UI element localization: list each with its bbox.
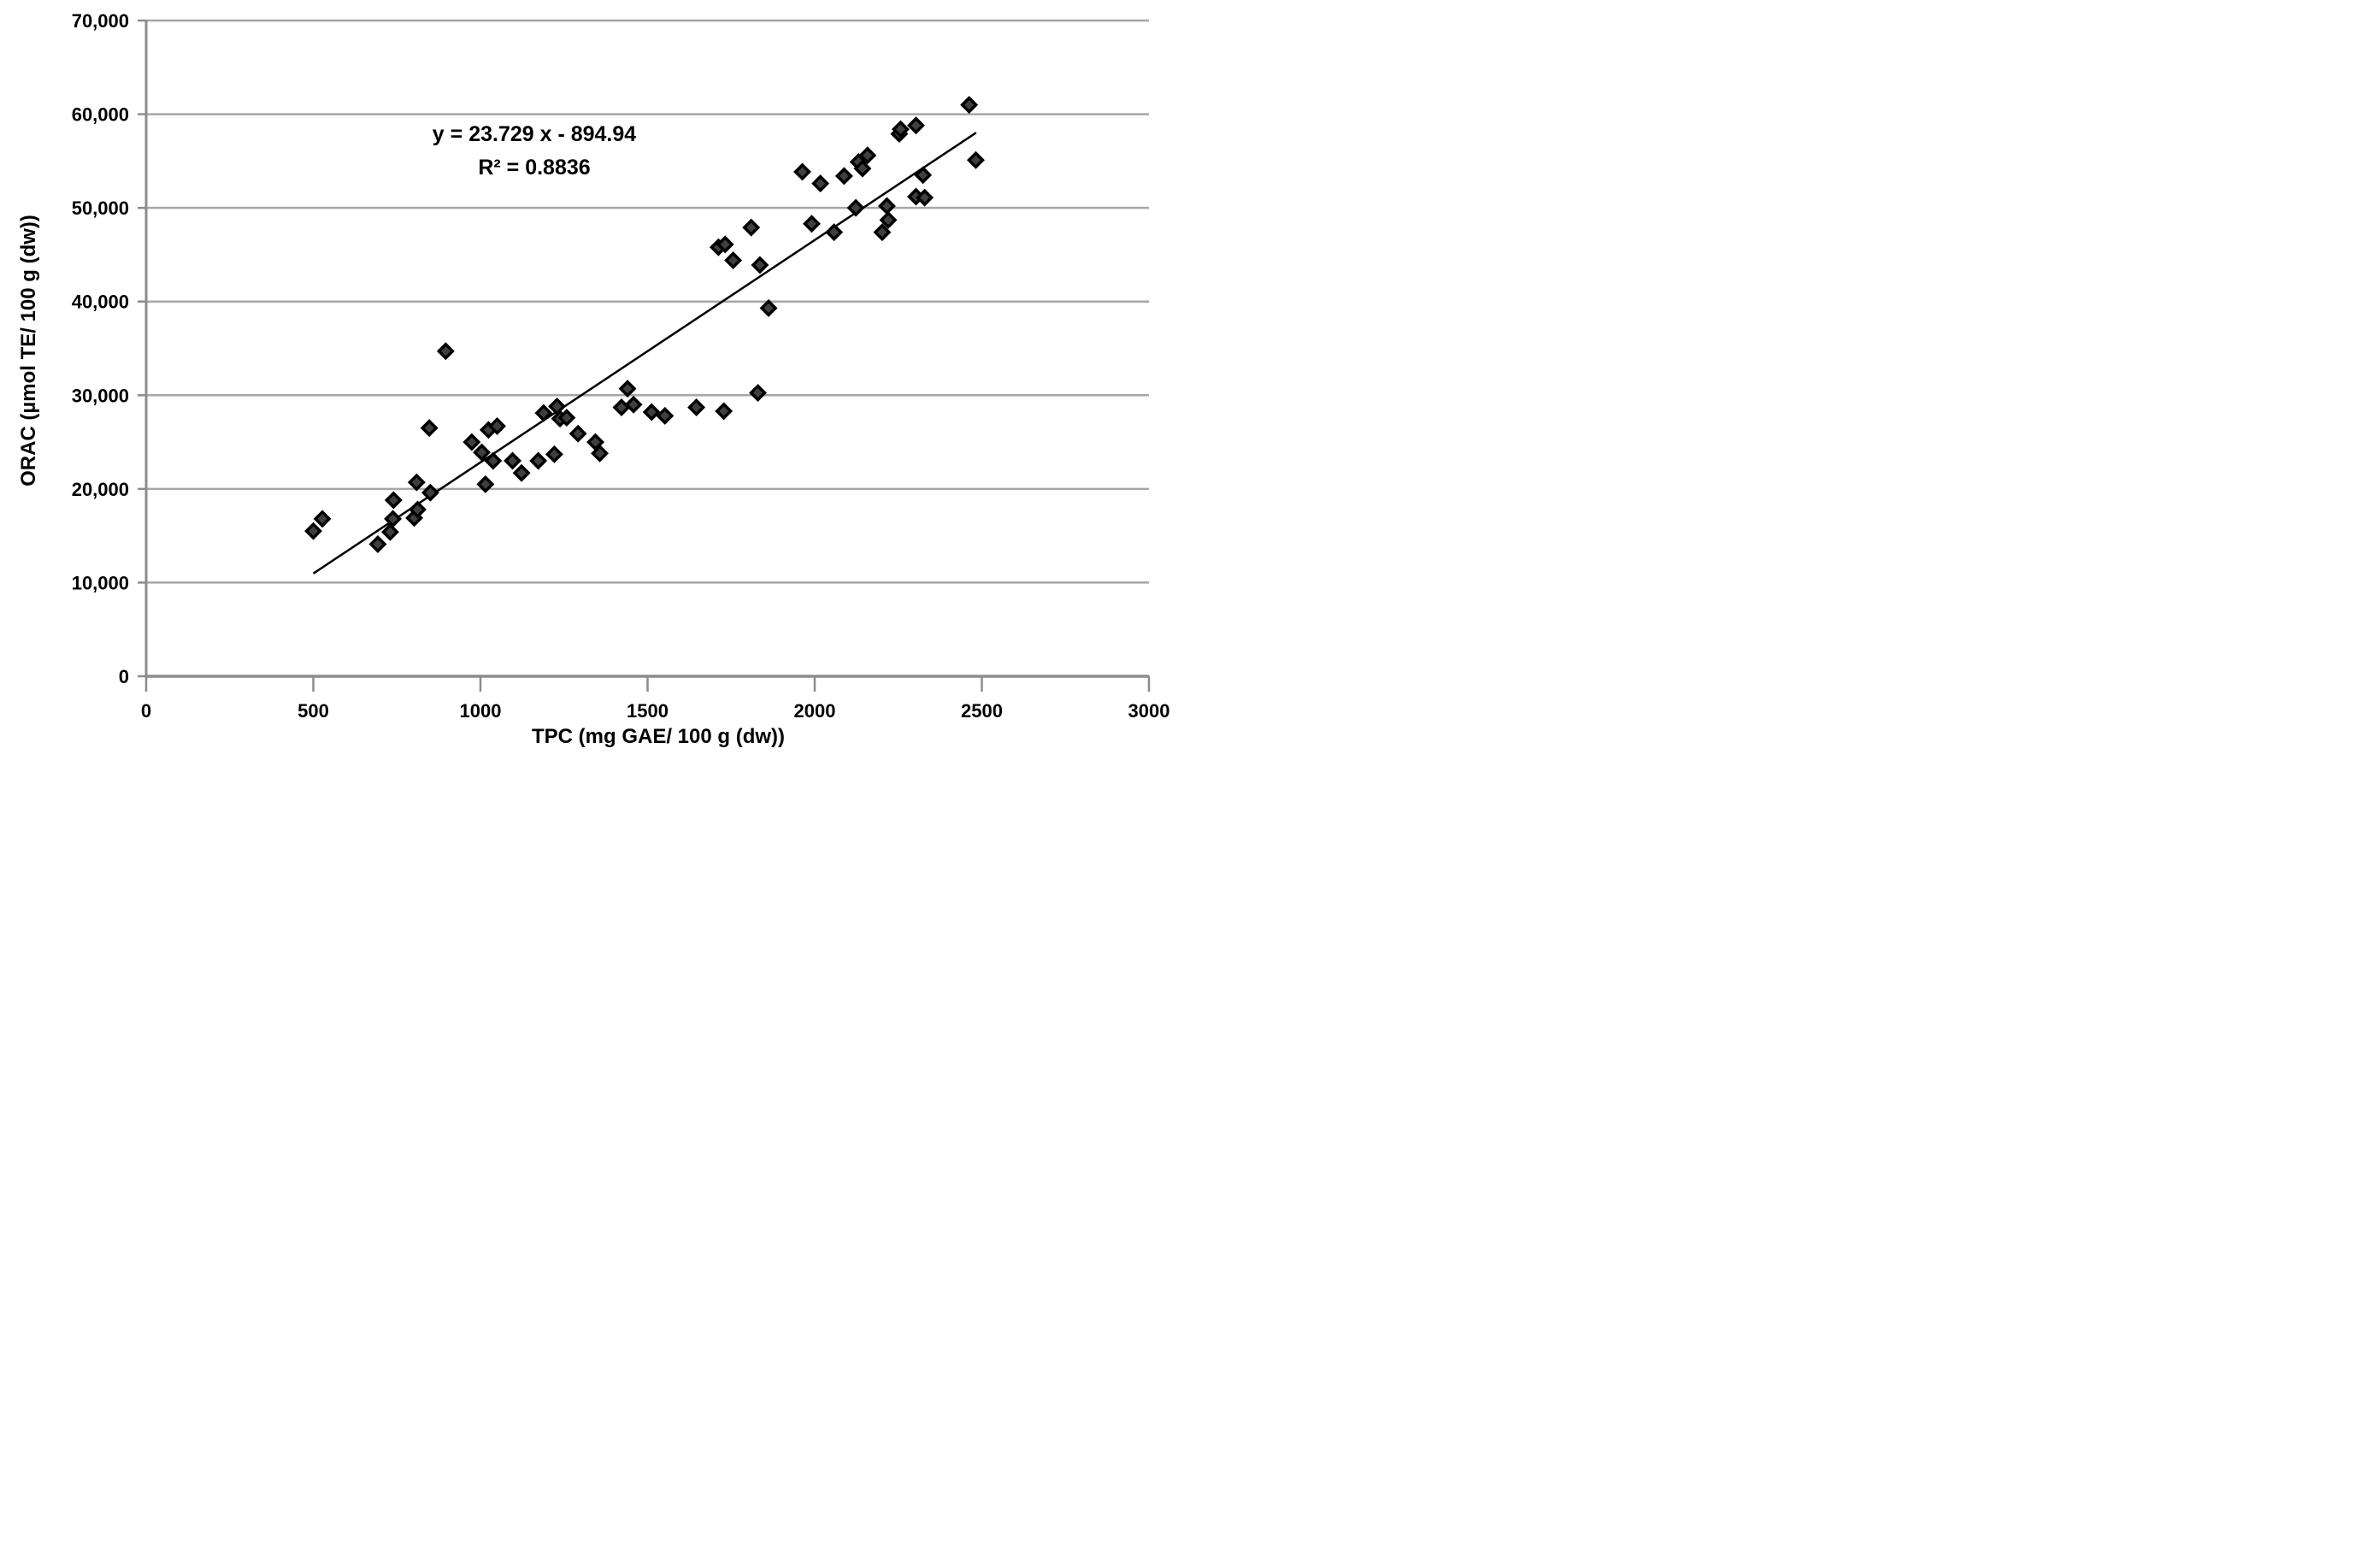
data-point — [420, 419, 439, 438]
data-point — [811, 174, 830, 193]
data-point — [304, 522, 322, 540]
y-tick-label: 20,000 — [72, 479, 129, 500]
scatter-chart: 0 10,000 20,000 30,000 40,000 50,000 60,000 70,… — [0, 0, 1190, 778]
data-point — [687, 398, 706, 417]
y-tick-label: 60,000 — [72, 104, 129, 126]
r-squared-line: R² = 0.8836 — [478, 155, 591, 180]
data-point — [557, 409, 576, 427]
data-point — [793, 162, 812, 181]
data-point — [879, 210, 898, 229]
data-point — [892, 120, 910, 139]
data-point — [914, 166, 933, 185]
data-point — [436, 342, 455, 361]
data-point — [858, 146, 877, 165]
y-tick-label: 40,000 — [72, 292, 129, 313]
data-point — [642, 403, 661, 421]
x-axis-title: TPC (mg GAE/ 100 g (dw)) — [531, 725, 786, 748]
data-point — [803, 215, 821, 233]
equation-line: y = 23.729 x - 894.94 — [432, 122, 637, 146]
data-point — [384, 491, 403, 510]
data-point — [384, 510, 403, 528]
x-tick-label: 2000 — [794, 700, 836, 722]
y-tick-label: 10,000 — [72, 572, 129, 593]
x-tick-label: 1500 — [627, 700, 669, 722]
data-point — [488, 416, 507, 435]
x-tick-label: 3000 — [1128, 700, 1170, 722]
data-point — [624, 395, 643, 414]
data-point — [568, 424, 587, 443]
data-point — [960, 96, 979, 115]
data-point — [853, 159, 872, 178]
x-tick-label: 500 — [298, 700, 329, 722]
y-tick-label: 50,000 — [72, 197, 129, 219]
y-tick-label: 30,000 — [72, 385, 129, 406]
data-point — [656, 406, 675, 425]
trendline-equation: y = 23.729 x - 894.94 R² = 0.8836 — [433, 118, 636, 185]
data-point — [825, 223, 844, 242]
data-point — [715, 402, 733, 421]
data-point — [380, 522, 399, 541]
data-point — [612, 398, 631, 417]
plot-canvas: 0 10,000 20,000 30,000 40,000 50,000 60,000 70,… — [72, 10, 1170, 722]
data-point — [484, 451, 503, 470]
data-point — [313, 510, 332, 528]
y-tick-label: 70,000 — [72, 10, 129, 32]
y-tick-label: 0 — [119, 666, 129, 687]
x-tick-label: 1000 — [460, 700, 502, 722]
data-point — [529, 451, 548, 470]
data-point — [759, 298, 778, 317]
data-point — [545, 445, 563, 463]
data-point — [716, 235, 734, 254]
data-point — [591, 444, 610, 463]
data-point — [877, 197, 896, 215]
data-point — [749, 384, 768, 403]
trendline — [312, 132, 977, 575]
data-point — [618, 380, 637, 398]
data-point — [473, 443, 492, 462]
data-point — [462, 433, 481, 451]
data-point — [409, 500, 427, 519]
x-tick-label: 0 — [141, 700, 151, 722]
data-point — [846, 198, 865, 217]
data-point — [504, 451, 522, 470]
data-point — [512, 463, 531, 482]
y-axis-title: ORAC (µmol TE/ 100 g (dw)) — [17, 215, 40, 486]
data-point — [742, 218, 761, 237]
data-point — [873, 223, 892, 242]
data-point — [534, 404, 553, 422]
data-point — [834, 167, 853, 186]
data-point — [368, 535, 387, 553]
data-point — [906, 116, 925, 135]
data-point — [421, 483, 439, 502]
data-point — [548, 397, 567, 416]
data-point — [966, 150, 985, 169]
data-point — [916, 188, 934, 207]
data-point — [407, 473, 426, 492]
data-point — [476, 474, 495, 493]
data-point — [724, 251, 743, 269]
data-point — [751, 256, 769, 274]
x-tick-label: 2500 — [961, 700, 1003, 722]
